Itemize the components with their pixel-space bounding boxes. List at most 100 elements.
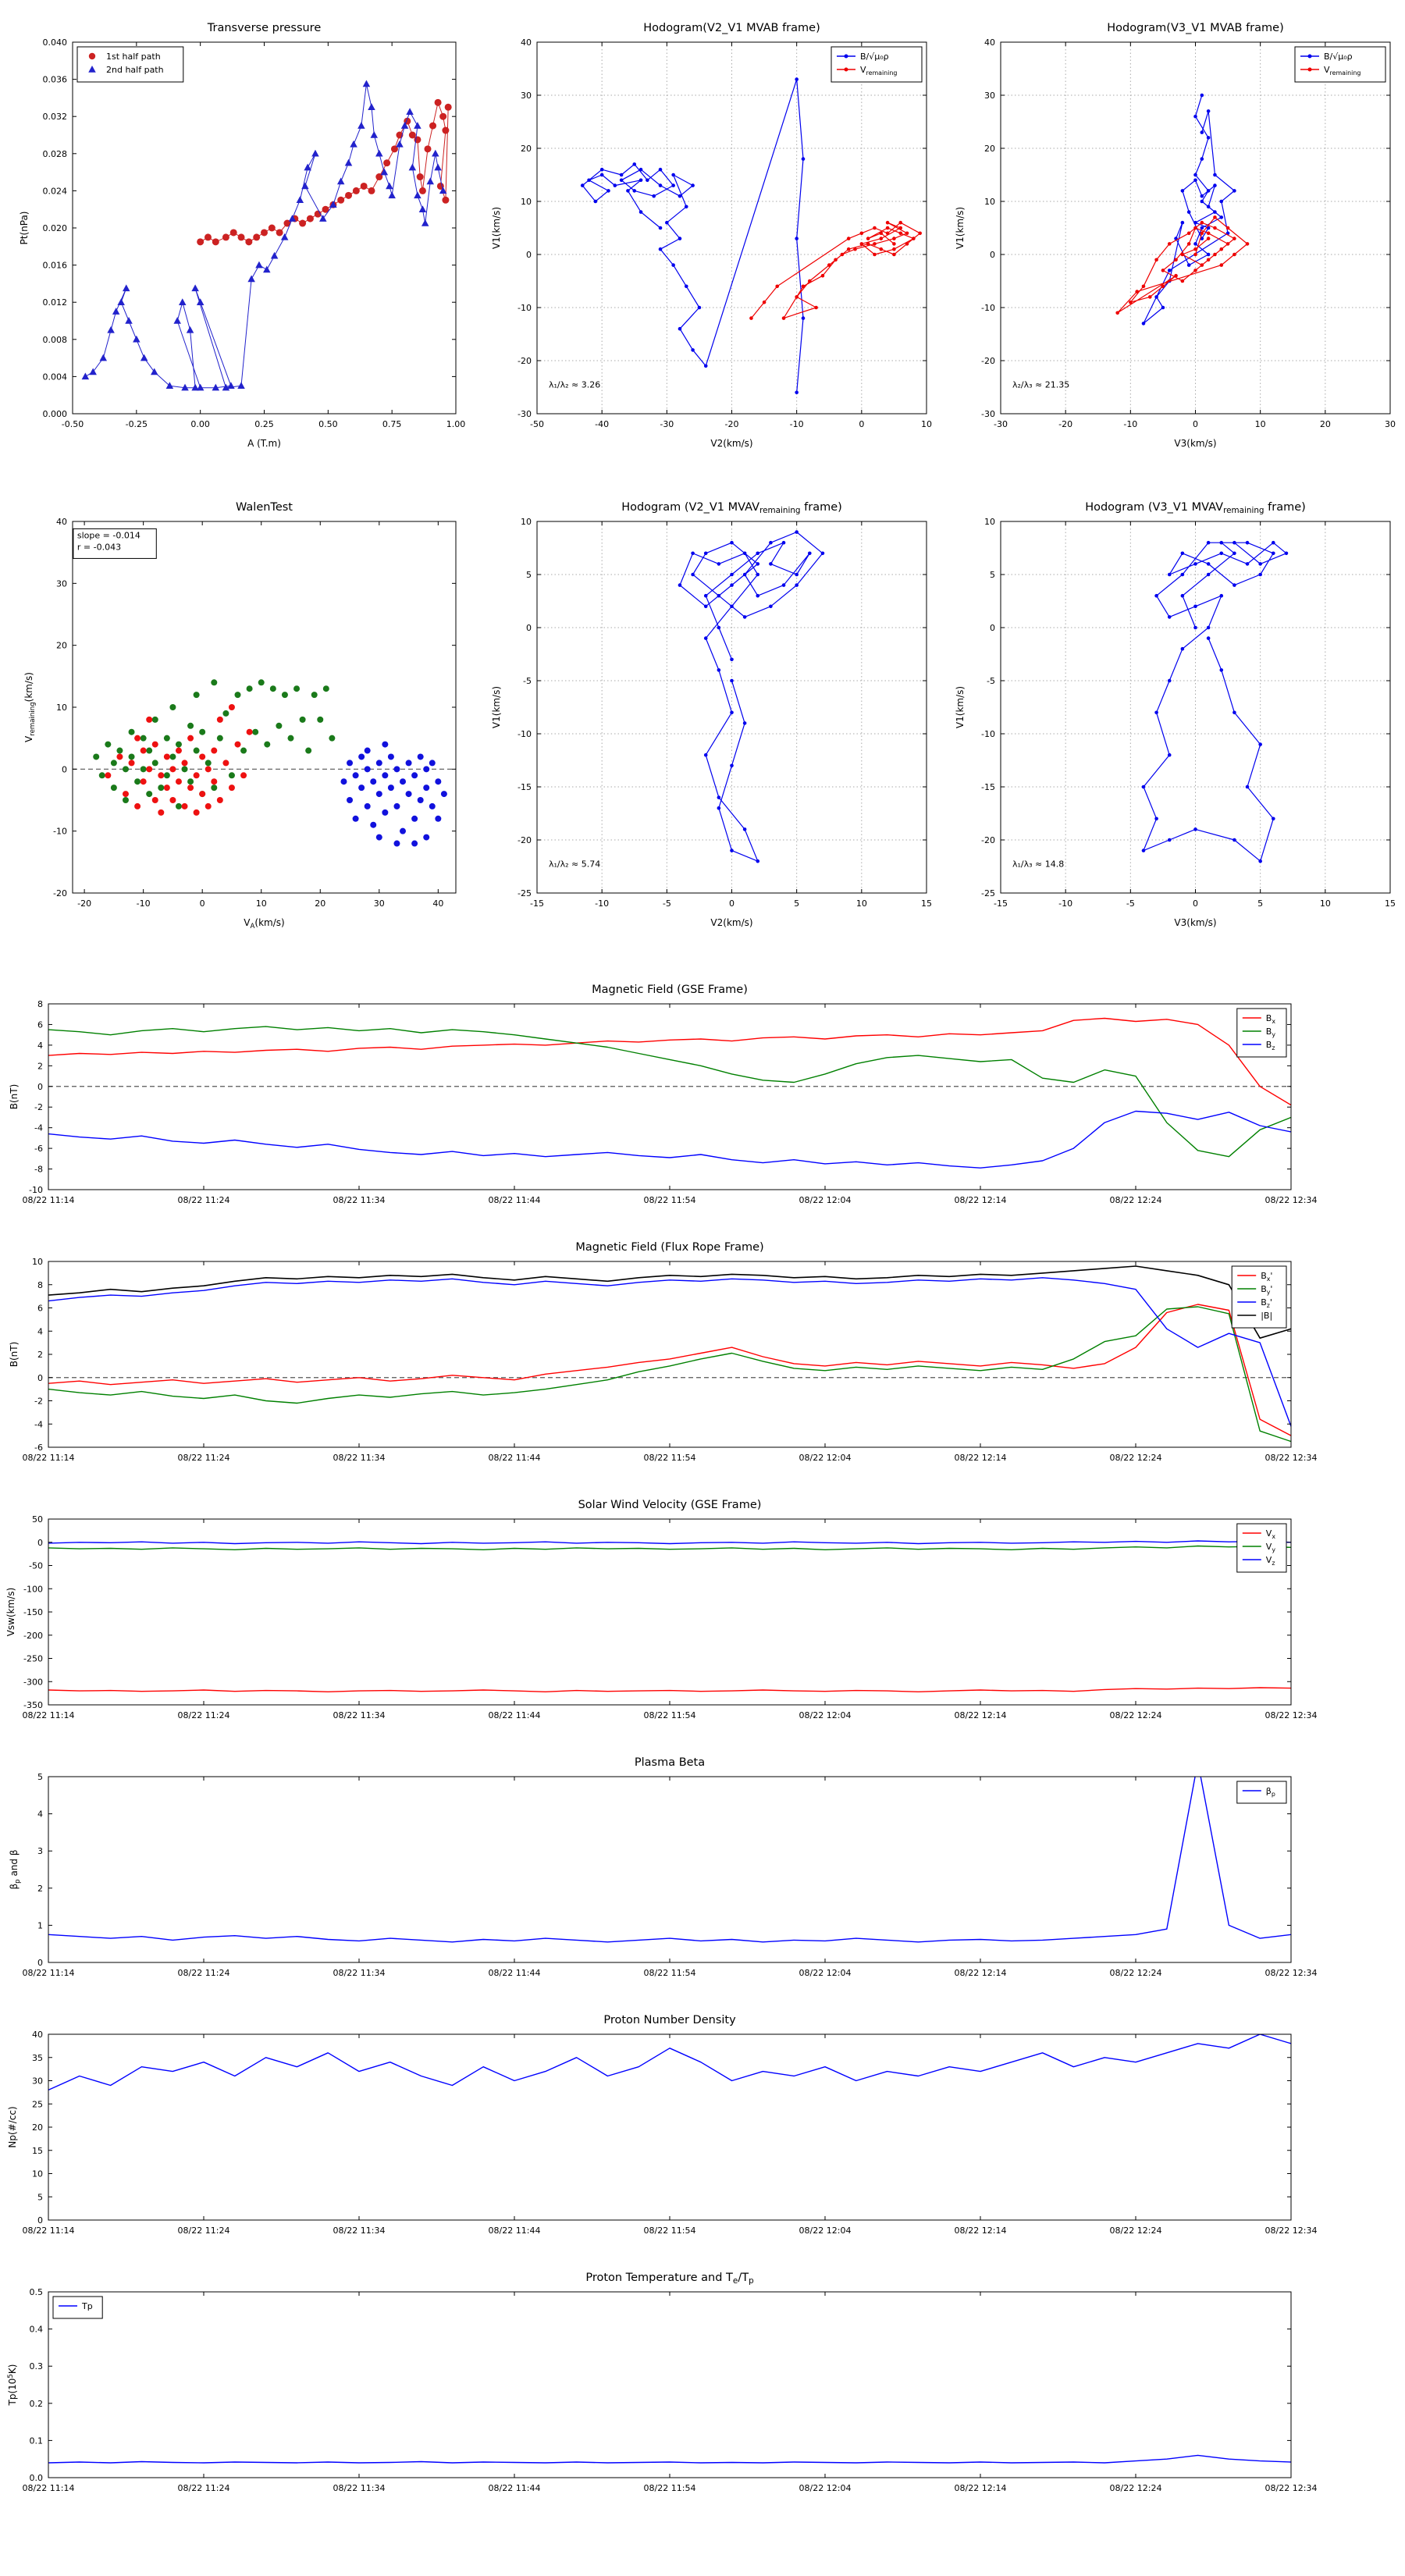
svg-text:|B|: |B| bbox=[1261, 1311, 1272, 1321]
b_gse-svg: 08/22 11:14 08/22 11:24 08/22 11:34 08/22 1… bbox=[9, 984, 1317, 1205]
svg-text:08/22 12:24: 08/22 12:24 bbox=[1110, 1968, 1162, 1978]
svg-text:-20: -20 bbox=[725, 419, 739, 429]
svg-text:35: 35 bbox=[32, 2053, 43, 2063]
svg-text:08/22 11:54: 08/22 11:54 bbox=[644, 1710, 696, 1720]
svg-text:B(nT): B(nT) bbox=[9, 1342, 20, 1368]
svg-text:08/22 12:14: 08/22 12:14 bbox=[955, 1195, 1007, 1205]
svg-text:08/22 11:54: 08/22 11:54 bbox=[644, 2226, 696, 2236]
svg-text:-15: -15 bbox=[530, 898, 544, 909]
svg-text:50: 50 bbox=[32, 1514, 43, 1525]
svg-text:-5: -5 bbox=[1126, 898, 1135, 909]
svg-text:-15: -15 bbox=[518, 782, 532, 792]
svg-text:-5: -5 bbox=[663, 898, 671, 909]
svg-text:0: 0 bbox=[1193, 898, 1198, 909]
svg-text:08/22 11:14: 08/22 11:14 bbox=[23, 1453, 75, 1463]
svg-text:0.012: 0.012 bbox=[43, 297, 68, 308]
hodo_v3v1_mvab-svg: -30 -20 -10 0 10 20 30 -30 -20 -10 0 10 20 30 40 Hodogr… bbox=[955, 22, 1396, 449]
np-svg: 08/22 11:14 08/22 11:24 08/22 11:34 08/22 1… bbox=[7, 2014, 1317, 2236]
svg-text:08/22 11:24: 08/22 11:24 bbox=[178, 2483, 230, 2493]
svg-text:08/22 11:44: 08/22 11:44 bbox=[489, 1710, 541, 1720]
svg-text:10: 10 bbox=[1320, 898, 1331, 909]
svg-text:08/22 12:04: 08/22 12:04 bbox=[799, 2226, 852, 2236]
svg-text:08/22 12:14: 08/22 12:14 bbox=[955, 2226, 1007, 2236]
svg-text:-40: -40 bbox=[595, 419, 609, 429]
svg-text:Magnetic Field (GSE Frame): Magnetic Field (GSE Frame) bbox=[592, 984, 748, 996]
svg-text:08/22 11:24: 08/22 11:24 bbox=[178, 1453, 230, 1463]
transverse-pressure-plot: -0.50 -0.25 0.00 0.25 0.50 0.75 1.00 0.000 0.004… bbox=[4, 6, 468, 461]
plasma-beta-plot: 08/22 11:14 08/22 11:24 08/22 11:34 08/22 1… bbox=[0, 1747, 1405, 1998]
svg-text:0.1: 0.1 bbox=[30, 2435, 44, 2446]
svg-text:0: 0 bbox=[990, 250, 995, 260]
hodo_v3v1_mvav-svg: -15 -10 -5 0 5 10 15 -25 -20 -15 -10 -5 0 5 10 Hodogram… bbox=[955, 501, 1396, 928]
svg-text:-2: -2 bbox=[34, 1397, 43, 1407]
svg-text:30: 30 bbox=[1385, 419, 1396, 429]
svg-text:0: 0 bbox=[526, 250, 532, 260]
svg-text:08/22 11:24: 08/22 11:24 bbox=[178, 2226, 230, 2236]
svg-text:Plasma Beta: Plasma Beta bbox=[635, 1756, 705, 1769]
svg-text:V3(km/s): V3(km/s) bbox=[1174, 917, 1216, 928]
svg-text:Transverse pressure: Transverse pressure bbox=[207, 22, 322, 34]
svg-text:-5: -5 bbox=[987, 676, 995, 686]
svg-text:08/22 11:44: 08/22 11:44 bbox=[489, 1453, 541, 1463]
svg-text:By: By bbox=[1266, 1026, 1276, 1038]
svg-text:4: 4 bbox=[37, 1326, 43, 1336]
svg-text:Bx: Bx bbox=[1266, 1013, 1276, 1025]
svg-text:Magnetic Field (Flux Rope Fram: Magnetic Field (Flux Rope Frame) bbox=[575, 1241, 763, 1254]
svg-text:-0.25: -0.25 bbox=[126, 419, 148, 429]
svg-text:08/22 11:34: 08/22 11:34 bbox=[333, 1195, 386, 1205]
svg-text:08/22 11:44: 08/22 11:44 bbox=[489, 1968, 541, 1978]
svg-text:-10: -10 bbox=[518, 303, 532, 313]
svg-text:Hodogram(V3_V1 MVAB frame): Hodogram(V3_V1 MVAB frame) bbox=[1107, 22, 1283, 34]
svg-text:10: 10 bbox=[32, 2169, 43, 2179]
svg-text:0.2: 0.2 bbox=[30, 2399, 44, 2409]
svg-text:0.5: 0.5 bbox=[30, 2287, 44, 2297]
beta-svg: 08/22 11:14 08/22 11:24 08/22 11:34 08/22 1… bbox=[9, 1756, 1318, 1978]
svg-text:-4: -4 bbox=[34, 1419, 43, 1429]
svg-text:Vz: Vz bbox=[1266, 1555, 1275, 1567]
walen-test-plot: -20 -10 0 10 20 30 40 -20 -10 0 10 20 30 40 WalenTest V… bbox=[4, 486, 468, 940]
svg-text:-25: -25 bbox=[981, 888, 995, 898]
svg-text:V1(km/s): V1(km/s) bbox=[491, 207, 502, 249]
svg-text:15: 15 bbox=[921, 898, 932, 909]
svg-text:0: 0 bbox=[1193, 419, 1198, 429]
svg-text:40: 40 bbox=[56, 517, 67, 527]
svg-text:08/22 11:14: 08/22 11:14 bbox=[23, 2483, 75, 2493]
svg-text:08/22 12:34: 08/22 12:34 bbox=[1265, 1968, 1318, 1978]
svg-text:VA(km/s): VA(km/s) bbox=[244, 917, 284, 930]
svg-text:08/22 11:24: 08/22 11:24 bbox=[178, 1968, 230, 1978]
svg-text:-6: -6 bbox=[34, 1443, 43, 1453]
svg-text:-20: -20 bbox=[981, 356, 995, 366]
hodogram-v2v1-mvav-plot: -15 -10 -5 0 5 10 15 -25 -20 -15 -10 -5 0 5 10 Hodogram… bbox=[475, 486, 939, 940]
svg-text:1: 1 bbox=[37, 1920, 43, 1930]
svg-text:08/22 11:34: 08/22 11:34 bbox=[333, 1710, 386, 1720]
svg-text:4: 4 bbox=[37, 1809, 43, 1820]
svg-text:15: 15 bbox=[1385, 898, 1396, 909]
svg-text:08/22 11:24: 08/22 11:24 bbox=[178, 1195, 230, 1205]
svg-text:-20: -20 bbox=[981, 835, 995, 845]
svg-text:-6: -6 bbox=[34, 1144, 43, 1154]
svg-text:0.4: 0.4 bbox=[30, 2325, 44, 2335]
svg-text:Vremaining(km/s): Vremaining(km/s) bbox=[23, 672, 37, 742]
svg-text:0.00: 0.00 bbox=[190, 419, 210, 429]
walen-svg: -20 -10 0 10 20 30 40 -20 -10 0 10 20 30 40 WalenTest V… bbox=[23, 501, 457, 930]
svg-text:20: 20 bbox=[984, 144, 995, 154]
svg-text:-30: -30 bbox=[994, 419, 1008, 429]
svg-text:Vy: Vy bbox=[1266, 1542, 1276, 1553]
svg-text:r = -0.043: r = -0.043 bbox=[77, 542, 121, 552]
pressure-svg: -0.50 -0.25 0.00 0.25 0.50 0.75 1.00 0.000 0.004… bbox=[19, 22, 465, 449]
svg-text:-10: -10 bbox=[518, 729, 532, 739]
proton-number-density-plot: 08/22 11:14 08/22 11:24 08/22 11:34 08/22 1… bbox=[0, 2005, 1405, 2256]
svg-text:10: 10 bbox=[521, 517, 532, 527]
svg-text:0.024: 0.024 bbox=[43, 186, 68, 196]
svg-text:5: 5 bbox=[37, 2192, 43, 2202]
svg-text:0: 0 bbox=[990, 623, 995, 633]
svg-text:-20: -20 bbox=[518, 835, 532, 845]
svg-text:5: 5 bbox=[794, 898, 799, 909]
svg-text:08/22 11:54: 08/22 11:54 bbox=[644, 1195, 696, 1205]
svg-text:-15: -15 bbox=[981, 782, 995, 792]
vsw-svg: 08/22 11:14 08/22 11:24 08/22 11:34 08/22 1… bbox=[5, 1499, 1317, 1720]
svg-text:slope = -0.014: slope = -0.014 bbox=[77, 530, 140, 540]
svg-text:10: 10 bbox=[921, 419, 932, 429]
svg-text:-0.50: -0.50 bbox=[62, 419, 84, 429]
svg-text:08/22 11:34: 08/22 11:34 bbox=[333, 2226, 386, 2236]
